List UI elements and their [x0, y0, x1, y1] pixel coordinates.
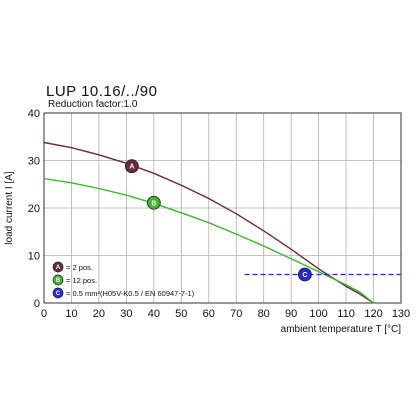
x-tick-label: 120: [364, 308, 382, 320]
legend-marker-c: [52, 287, 64, 299]
y-tick-label: 30: [28, 156, 40, 168]
series-marker-c: [297, 267, 312, 282]
legend-entry-b: = 12 pos.: [66, 276, 97, 285]
x-tick-label: 30: [120, 308, 132, 320]
x-tick-label: 70: [230, 308, 242, 320]
series-marker-label: A: [129, 164, 134, 171]
x-tick-label: 40: [148, 308, 160, 320]
legend-marker-label: C: [56, 291, 61, 297]
x-tick-label: 100: [309, 308, 327, 320]
series-marker-label: C: [302, 272, 307, 279]
tick-labels: 0 10 20 30 40 50 60 70 80 90 100 110 120 130 0 10 20 30 40: [28, 108, 410, 320]
y-tick-label: 0: [34, 298, 40, 310]
series-layer: A B C: [43, 141, 401, 304]
grid: [44, 113, 401, 303]
y-tick-label: 20: [28, 203, 40, 215]
legend-marker-b: [52, 274, 64, 286]
y-axis-label: load current I [A]: [4, 171, 15, 245]
x-tick-label: 20: [93, 308, 105, 320]
series-marker-b: [146, 195, 161, 210]
y-tick-label: 10: [28, 251, 40, 263]
legend-marker-a: [52, 261, 64, 273]
chart-title: LUP 10.16/../90: [46, 83, 158, 100]
x-tick-label: 80: [258, 308, 270, 320]
x-tick-label: 110: [337, 308, 355, 320]
chart-subtitle: Reduction factor:1.0: [48, 99, 138, 110]
legend-entry-a: = 2 pos.: [66, 263, 93, 272]
legend: A = 2 pos. B = 12 pos. C = 0.5 mm²(H05V-K0.5 …: [52, 261, 195, 299]
series-line-b: [43, 177, 374, 304]
legend-entry-c: = 0.5 mm²(H05V-K0.5 / EN 60947-7-1): [66, 289, 195, 298]
legend-marker-label: B: [56, 278, 61, 284]
legend-marker-label: A: [56, 265, 61, 271]
x-tick-label: 60: [203, 308, 215, 320]
series-line-a: [43, 141, 374, 304]
series-marker-a: [124, 159, 139, 174]
plot-frame: [43, 112, 402, 304]
x-tick-label: 90: [285, 308, 297, 320]
x-tick-label: 0: [41, 308, 47, 320]
x-tick-label: 50: [175, 308, 187, 320]
series-marker-label: B: [151, 200, 156, 207]
y-tick-label: 40: [28, 108, 40, 120]
x-tick-label: 130: [392, 308, 410, 320]
x-tick-label: 10: [65, 308, 77, 320]
x-axis-label: ambient temperature T [°C]: [281, 324, 402, 335]
